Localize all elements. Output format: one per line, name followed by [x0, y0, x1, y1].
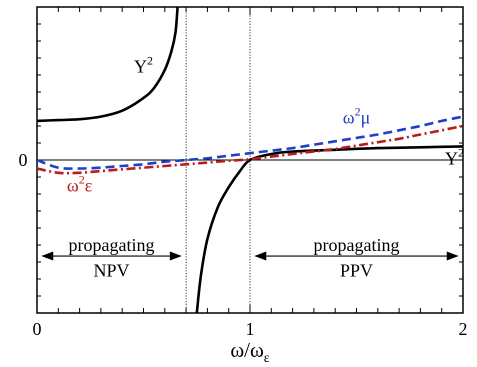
- x-axis-label-sub: ε: [264, 351, 270, 366]
- annotation-5: NPV: [94, 261, 130, 281]
- range-arrow-head-left-1: [254, 251, 267, 261]
- x-axis-label-main: ω/ω: [230, 338, 263, 362]
- annotation-7: PPV: [340, 261, 373, 281]
- x-axis-label: ω/ωε: [230, 338, 269, 366]
- range-arrow-head-right-0: [169, 251, 182, 261]
- x-tick-label: 0: [33, 319, 42, 339]
- series-1-line-0: [37, 115, 463, 170]
- annotation-6: propagating: [314, 235, 400, 255]
- x-tick-label: 1: [246, 319, 255, 339]
- x-tick-label: 2: [459, 319, 468, 339]
- annotation-2: ω2ε: [67, 173, 93, 196]
- range-arrow-head-right-1: [446, 251, 459, 261]
- range-arrow-head-left-0: [41, 251, 54, 261]
- annotation-1: ω2μ: [343, 105, 371, 128]
- annotation-3: Y2: [445, 145, 464, 168]
- y-tick-label: 0: [19, 150, 28, 170]
- series-0-line-0: [37, 7, 179, 123]
- series-0-line-1: [195, 145, 463, 313]
- annotation-0: Y2: [134, 54, 153, 77]
- annotation-4: propagating: [69, 235, 155, 255]
